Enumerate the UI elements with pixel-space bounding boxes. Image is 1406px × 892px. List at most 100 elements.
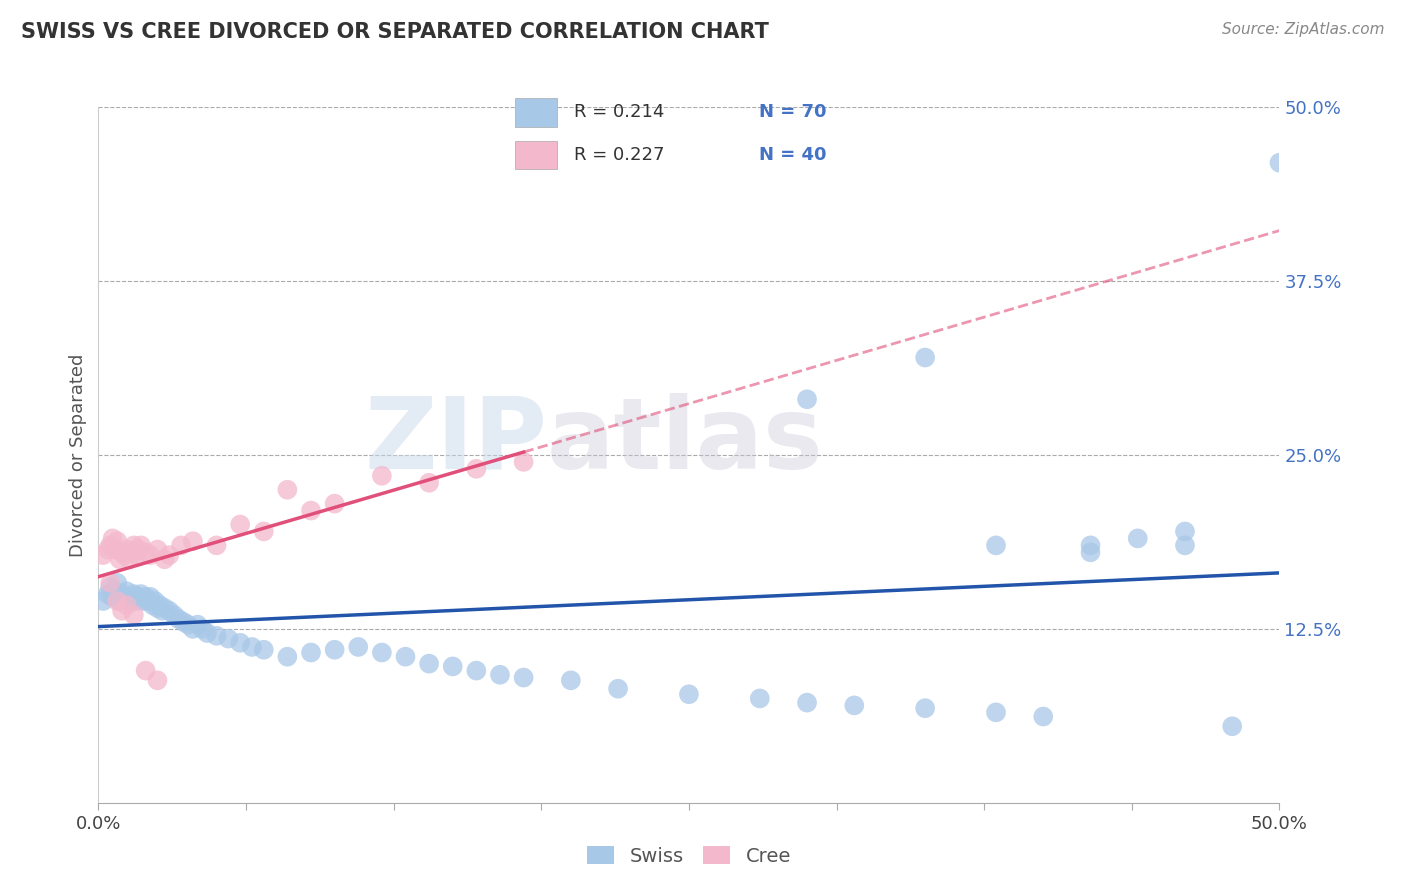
Point xyxy=(108,594,131,608)
Point xyxy=(1174,524,1197,539)
Point xyxy=(844,698,866,713)
Point xyxy=(253,524,276,539)
Point xyxy=(371,468,394,483)
Point xyxy=(1174,538,1197,552)
Point xyxy=(98,538,121,552)
Point xyxy=(229,517,252,532)
Point xyxy=(191,622,214,636)
Point xyxy=(205,538,228,552)
Point xyxy=(91,548,114,562)
Point xyxy=(181,622,204,636)
Point xyxy=(91,594,114,608)
Point xyxy=(129,587,152,601)
Point xyxy=(129,538,152,552)
Point xyxy=(135,664,157,678)
Point xyxy=(125,548,148,562)
FancyBboxPatch shape xyxy=(515,141,557,169)
Point xyxy=(276,483,298,497)
Point xyxy=(796,696,818,710)
Point xyxy=(441,659,464,673)
Point xyxy=(489,667,512,681)
Point xyxy=(105,594,128,608)
Point xyxy=(118,594,141,608)
Point xyxy=(98,576,121,591)
Point xyxy=(115,584,138,599)
Point xyxy=(914,701,936,715)
Point xyxy=(299,646,322,660)
Point xyxy=(146,673,169,688)
Point xyxy=(1268,155,1291,169)
Point xyxy=(101,590,124,604)
Point xyxy=(512,671,534,685)
Point xyxy=(118,552,141,566)
Point xyxy=(229,636,252,650)
Point xyxy=(323,497,346,511)
Point xyxy=(1220,719,1243,733)
Point xyxy=(984,706,1007,720)
Point xyxy=(97,542,120,557)
Point xyxy=(153,552,176,566)
Point xyxy=(121,590,143,604)
Point xyxy=(276,649,298,664)
Point xyxy=(98,580,121,594)
Point xyxy=(157,604,180,618)
Point xyxy=(115,598,138,612)
Point xyxy=(418,475,440,490)
Point xyxy=(253,642,276,657)
Point xyxy=(177,617,200,632)
Point xyxy=(205,629,228,643)
Text: R = 0.227: R = 0.227 xyxy=(574,146,664,164)
Point xyxy=(394,649,416,664)
Point xyxy=(135,545,157,559)
Text: N = 70: N = 70 xyxy=(759,103,827,121)
Point xyxy=(97,587,120,601)
Point xyxy=(1080,538,1102,552)
Text: Source: ZipAtlas.com: Source: ZipAtlas.com xyxy=(1222,22,1385,37)
Point xyxy=(607,681,630,696)
Point xyxy=(128,542,150,557)
Point xyxy=(1080,545,1102,559)
Text: R = 0.214: R = 0.214 xyxy=(574,103,664,121)
FancyBboxPatch shape xyxy=(515,98,557,127)
Point xyxy=(104,542,127,557)
Point xyxy=(172,615,194,629)
Text: ZIP: ZIP xyxy=(364,392,547,490)
Legend: Swiss, Cree: Swiss, Cree xyxy=(579,838,799,873)
Point xyxy=(187,617,209,632)
Point xyxy=(1032,709,1054,723)
Point xyxy=(142,598,165,612)
Point xyxy=(111,545,134,559)
Point xyxy=(796,392,818,407)
Y-axis label: Divorced or Separated: Divorced or Separated xyxy=(69,353,87,557)
Point xyxy=(195,626,218,640)
Point xyxy=(146,542,169,557)
Point xyxy=(112,590,135,604)
Point xyxy=(146,601,169,615)
Point xyxy=(181,534,204,549)
Point xyxy=(560,673,582,688)
Point xyxy=(139,548,162,562)
Point xyxy=(122,587,145,601)
Point xyxy=(914,351,936,365)
Point xyxy=(101,532,124,546)
Point xyxy=(347,640,370,654)
Point xyxy=(104,584,127,599)
Point xyxy=(678,687,700,701)
Point xyxy=(105,534,128,549)
Point xyxy=(465,462,488,476)
Point xyxy=(984,538,1007,552)
Point xyxy=(121,545,143,559)
Point xyxy=(136,594,159,608)
Point xyxy=(149,598,172,612)
Point xyxy=(217,632,239,646)
Point xyxy=(115,542,138,557)
Point xyxy=(153,601,176,615)
Text: SWISS VS CREE DIVORCED OR SEPARATED CORRELATION CHART: SWISS VS CREE DIVORCED OR SEPARATED CORR… xyxy=(21,22,769,42)
Point xyxy=(1126,532,1149,546)
Point xyxy=(170,538,193,552)
Point xyxy=(111,604,134,618)
Point xyxy=(112,548,135,562)
Text: N = 40: N = 40 xyxy=(759,146,827,164)
Point xyxy=(139,590,162,604)
Point xyxy=(132,594,155,608)
